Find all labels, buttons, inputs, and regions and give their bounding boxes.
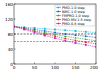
marker	[54, 35, 56, 37]
legend-marker	[58, 15, 60, 17]
marker	[64, 38, 66, 40]
marker	[75, 37, 77, 39]
y-tick	[14, 19, 16, 20]
marker	[75, 42, 77, 44]
x-tick-label: 100	[51, 65, 59, 70]
y-tick-label: 120	[5, 17, 13, 22]
series-line	[14, 27, 96, 44]
marker	[44, 35, 46, 37]
marker	[34, 32, 36, 34]
x-tick	[55, 63, 56, 65]
y-tick	[14, 49, 16, 50]
marker	[44, 31, 46, 33]
marker	[95, 46, 96, 48]
marker	[95, 36, 96, 38]
marker	[64, 29, 66, 31]
marker	[23, 28, 25, 30]
y-tick-label: 40	[8, 47, 14, 52]
marker	[23, 29, 25, 31]
legend-marker	[58, 19, 60, 21]
plot-area	[14, 25, 96, 47]
y-tick	[14, 4, 16, 5]
marker	[75, 34, 77, 36]
legend-label: PMO-0.8 step	[62, 22, 85, 26]
x-tick-label: 0	[13, 65, 16, 70]
marker	[34, 30, 36, 32]
marker	[64, 35, 66, 37]
legend-swatch	[56, 23, 61, 24]
legend-marker	[58, 11, 60, 13]
legend-swatch	[56, 7, 61, 8]
marker	[75, 30, 77, 32]
marker	[14, 26, 15, 28]
marker	[64, 40, 66, 42]
marker	[14, 26, 15, 28]
marker	[54, 32, 56, 34]
marker	[85, 38, 87, 40]
x-tick	[96, 63, 97, 65]
x-tick	[14, 63, 15, 65]
legend	[55, 5, 95, 26]
marker	[64, 33, 66, 35]
marker	[95, 43, 96, 45]
chart: 04080120160050100150200PMO-1.0 stepNMC-1…	[0, 0, 100, 75]
series-line	[14, 27, 96, 41]
marker	[85, 44, 87, 46]
marker	[85, 35, 87, 37]
x-tick-label: 150	[72, 65, 80, 70]
marker	[95, 32, 96, 34]
y-tick-label: 160	[5, 2, 13, 7]
marker	[44, 28, 46, 30]
marker	[54, 29, 56, 31]
plot-frame	[14, 4, 96, 64]
x-tick-label: 50	[32, 65, 38, 70]
series-line	[14, 27, 96, 47]
x-tick	[34, 63, 35, 65]
marker	[95, 40, 96, 42]
legend-swatch	[56, 11, 61, 12]
marker	[54, 37, 56, 39]
legend-swatch	[56, 19, 61, 20]
legend-swatch	[56, 15, 61, 16]
y-tick-label: 80	[8, 32, 14, 37]
marker	[14, 26, 15, 28]
marker	[75, 39, 77, 41]
marker	[85, 31, 87, 33]
marker	[85, 41, 87, 43]
marker	[54, 33, 56, 35]
marker	[14, 26, 15, 28]
reference-line	[14, 34, 96, 35]
x-tick-label: 200	[90, 65, 98, 70]
series-line	[14, 27, 96, 38]
marker	[14, 25, 15, 27]
legend-marker	[58, 23, 60, 25]
x-tick	[75, 63, 76, 65]
legend-marker	[58, 7, 60, 9]
